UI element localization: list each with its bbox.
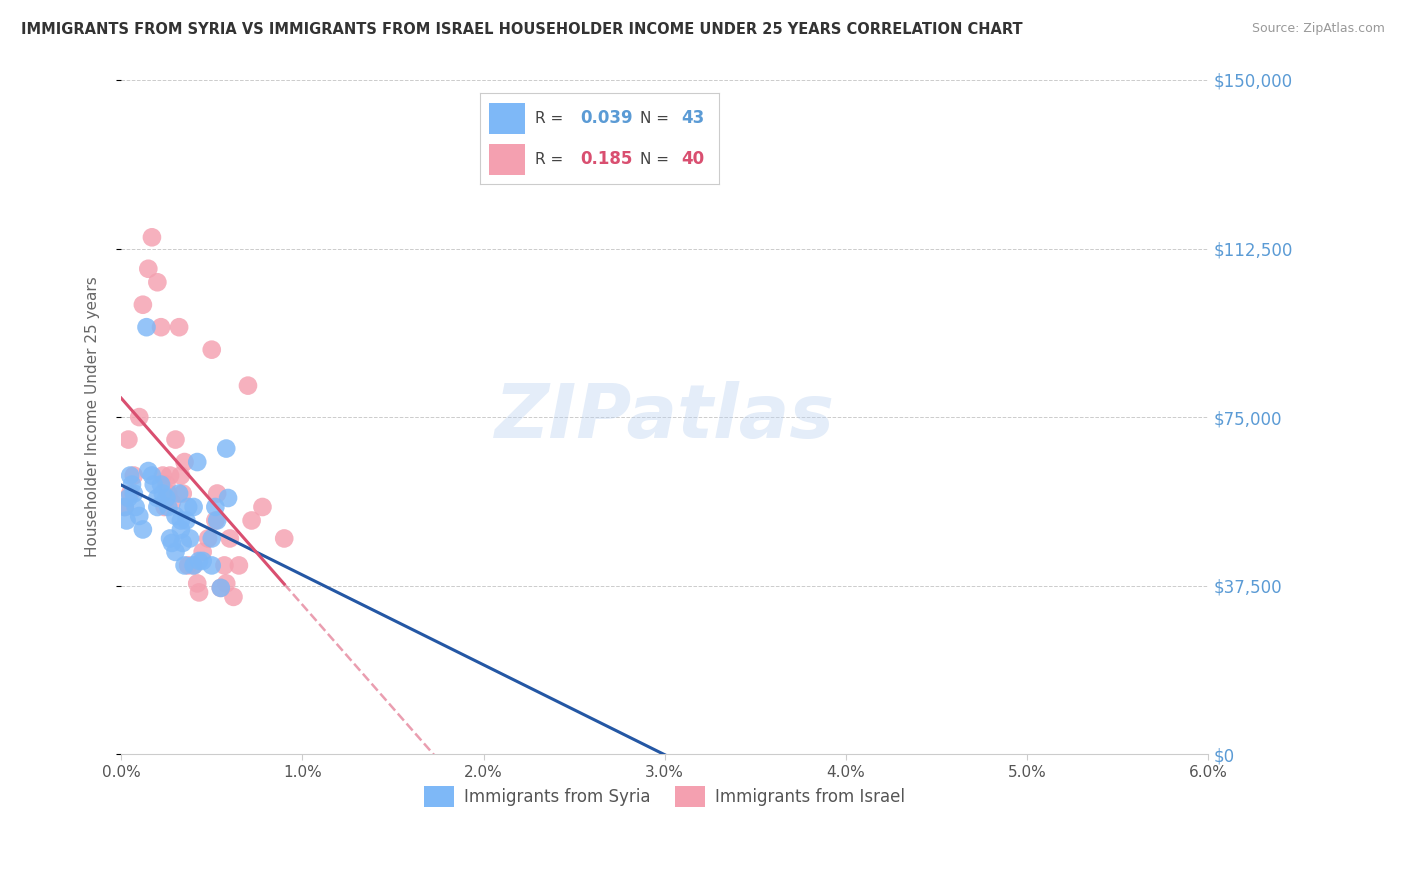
Y-axis label: Householder Income Under 25 years: Householder Income Under 25 years [86,277,100,558]
Point [201,558,224,573]
Point [124,500,146,514]
Point [191,545,214,559]
Point [170,513,193,527]
Point [217,491,239,505]
Point [273,532,295,546]
Point [128,410,150,425]
Point [197,532,219,546]
Point [172,486,194,500]
Point [132,298,155,312]
Point [142,477,165,491]
Point [188,554,211,568]
Point [121,477,143,491]
Point [117,491,139,505]
Text: Source: ZipAtlas.com: Source: ZipAtlas.com [1251,22,1385,36]
Point [141,468,163,483]
Point [146,491,169,505]
Point [160,495,183,509]
Point [165,433,187,447]
Point [177,558,200,573]
Point [204,513,226,527]
Point [176,513,198,527]
Point [228,558,250,573]
Point [159,532,181,546]
Point [240,513,263,527]
Point [201,343,224,357]
Point [252,500,274,514]
Point [177,500,200,514]
Point [159,468,181,483]
Point [132,523,155,537]
Point [117,433,139,447]
Legend: Immigrants from Syria, Immigrants from Israel: Immigrants from Syria, Immigrants from I… [418,780,912,814]
Point [201,532,224,546]
Point [204,500,226,514]
Point [155,477,177,491]
Point [114,500,136,514]
Point [191,554,214,568]
Point [165,508,187,523]
Point [209,581,232,595]
Point [167,486,190,500]
Point [150,477,173,491]
Point [120,468,142,483]
Point [122,486,145,500]
Point [150,320,173,334]
Point [215,576,238,591]
Point [209,581,232,595]
Point [170,468,193,483]
Point [153,500,176,514]
Point [183,558,205,573]
Point [157,500,180,514]
Point [214,558,236,573]
Point [157,486,180,500]
Point [222,590,245,604]
Text: ZIPatlas: ZIPatlas [495,381,835,454]
Point [179,532,201,546]
Point [136,261,159,276]
Point [146,275,169,289]
Point [218,532,240,546]
Point [120,486,142,500]
Text: IMMIGRANTS FROM SYRIA VS IMMIGRANTS FROM ISRAEL HOUSEHOLDER INCOME UNDER 25 YEAR: IMMIGRANTS FROM SYRIA VS IMMIGRANTS FROM… [21,22,1022,37]
Point [172,536,194,550]
Point [152,486,174,500]
Point [136,464,159,478]
Point [128,508,150,523]
Point [173,558,195,573]
Point [215,442,238,456]
Point [122,468,145,483]
Point [236,378,259,392]
Point [167,320,190,334]
Point [146,500,169,514]
Point [188,585,211,599]
Point [173,455,195,469]
Point [186,576,208,591]
Point [205,486,228,500]
Point [114,500,136,514]
Point [165,545,187,559]
Point [152,468,174,483]
Point [141,230,163,244]
Point [205,513,228,527]
Point [135,320,157,334]
Point [160,536,183,550]
Point [115,513,138,527]
Point [183,500,205,514]
Point [183,558,205,573]
Point [186,455,208,469]
Point [155,491,177,505]
Point [170,523,193,537]
